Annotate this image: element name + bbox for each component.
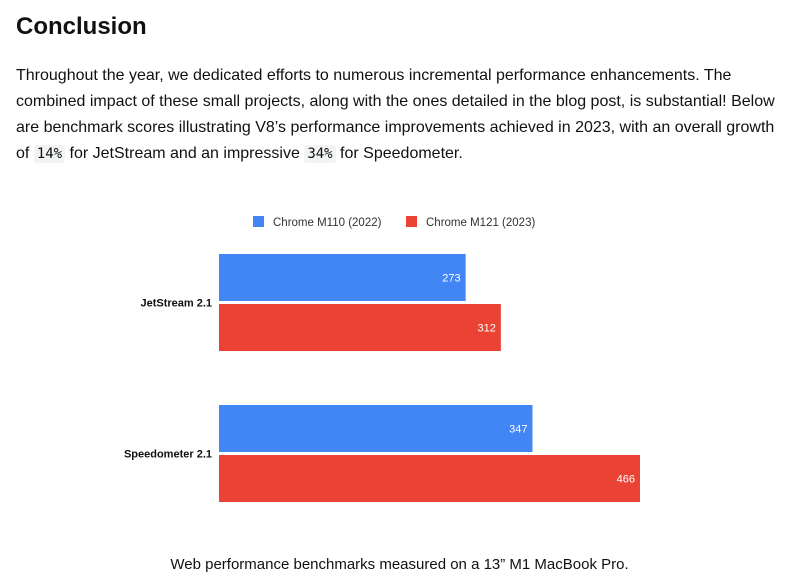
chart-category-labels: JetStream 2.1 Speedometer 2.1 (124, 298, 212, 461)
chart-bars: 273 312 347 466 (219, 254, 640, 502)
benchmark-bar-chart: Chrome M110 (2022) Chrome M121 (2023) 273… (124, 216, 640, 502)
bar-speedometer-2-1-chrome-m121-2023 (219, 455, 640, 502)
intro-text-1: Throughout the year, we dedicated effort… (16, 67, 775, 162)
legend-label-chrome-m121-2023: Chrome M121 (2023) (426, 217, 535, 229)
speedometer-growth-code: 34% (304, 145, 336, 163)
jetstream-growth-code: 14% (33, 145, 66, 163)
legend-swatch-chrome-m110-2022 (253, 216, 264, 227)
data-label-speedometer-2-1-chrome-m121-2023: 466 (617, 474, 635, 486)
bar-jetstream-2-1-chrome-m121-2023 (219, 304, 501, 351)
chart-caption: Web performance benchmarks measured on a… (170, 556, 629, 573)
bar-jetstream-2-1-chrome-m110-2022 (219, 254, 466, 301)
intro-text-2: for JetStream and an impressive (65, 145, 305, 162)
data-label-jetstream-2-1-chrome-m121-2023: 312 (478, 323, 496, 335)
category-label-speedometer-2-1: Speedometer 2.1 (124, 449, 212, 461)
intro-text-3: for Speedometer. (335, 145, 463, 162)
intro-paragraph: Throughout the year, we dedicated effort… (16, 63, 786, 167)
chart-legend: Chrome M110 (2022) Chrome M121 (2023) (253, 216, 535, 229)
category-label-jetstream-2-1: JetStream 2.1 (140, 298, 212, 310)
page-title: Conclusion (16, 13, 147, 40)
legend-swatch-chrome-m121-2023 (406, 216, 417, 227)
data-label-speedometer-2-1-chrome-m110-2022: 347 (509, 424, 527, 436)
legend-label-chrome-m110-2022: Chrome M110 (2022) (273, 217, 382, 229)
data-label-jetstream-2-1-chrome-m110-2022: 273 (442, 273, 460, 285)
bar-speedometer-2-1-chrome-m110-2022 (219, 405, 533, 452)
